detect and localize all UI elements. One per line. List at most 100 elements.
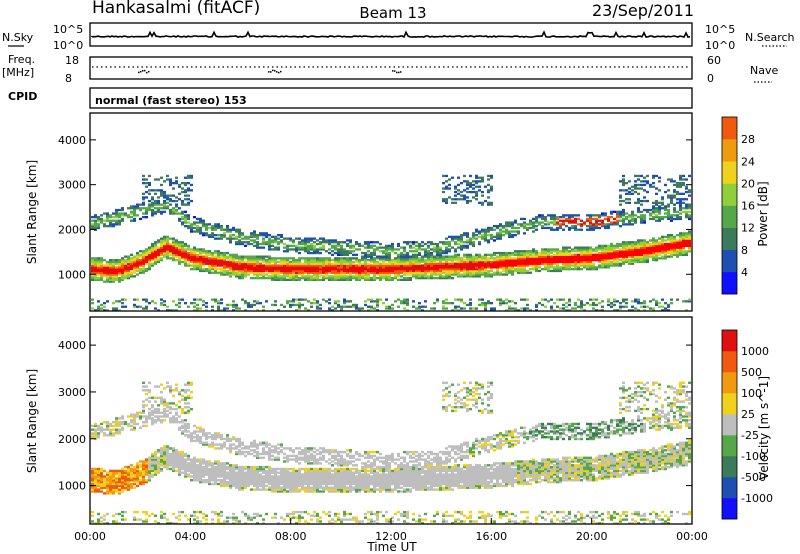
velocity-cell <box>160 469 163 473</box>
power-cell <box>628 187 631 190</box>
power-cell <box>577 246 580 249</box>
power-cell <box>520 250 523 253</box>
power-cell <box>547 253 550 256</box>
power-cell <box>190 302 193 305</box>
velocity-cell <box>175 413 178 416</box>
power-cell <box>199 250 202 253</box>
power-cell <box>220 257 223 260</box>
power-cell <box>319 242 322 246</box>
power-cell <box>601 225 604 228</box>
power-cell <box>322 241 325 244</box>
power-cell <box>454 241 457 244</box>
power-cell <box>172 194 175 197</box>
power-cell <box>406 260 409 264</box>
power-cell <box>298 260 301 264</box>
power-cell <box>676 244 679 247</box>
velocity-cell <box>181 426 184 429</box>
power-cell <box>637 302 640 305</box>
power-cell <box>637 246 640 249</box>
power-cell <box>196 255 199 258</box>
velocity-cell <box>157 417 160 420</box>
power-cell <box>676 216 679 219</box>
power-cell <box>514 264 517 267</box>
power-cell <box>622 182 625 185</box>
power-cell <box>142 253 145 256</box>
power-cell <box>601 260 604 264</box>
power-cell <box>322 259 325 262</box>
power-cell <box>298 278 301 281</box>
power-cell <box>145 305 148 308</box>
power-cell <box>376 264 379 267</box>
power-cell <box>508 251 511 255</box>
velocity-cell <box>94 424 97 428</box>
power-cell <box>268 269 271 273</box>
power-cell <box>478 264 481 267</box>
power-cell <box>580 302 583 305</box>
power-cell <box>598 216 601 219</box>
power-cell <box>484 275 487 278</box>
power-cell <box>529 259 532 262</box>
power-cell <box>403 250 406 253</box>
power-cell <box>316 268 319 271</box>
power-cell <box>241 273 244 276</box>
power-cell <box>670 199 673 203</box>
power-cell <box>637 187 640 190</box>
power-cell <box>406 253 409 256</box>
power-cell <box>277 260 280 264</box>
power-cell <box>556 259 559 262</box>
power-cell <box>151 264 154 267</box>
power-cell <box>247 259 250 262</box>
power-cell <box>142 255 145 258</box>
power-cell <box>436 253 439 256</box>
power-cell <box>175 212 178 215</box>
power-cell <box>328 302 331 305</box>
power-cell <box>355 271 358 274</box>
velocity-cell <box>127 465 130 469</box>
power-cell <box>430 269 433 273</box>
velocity-cell <box>109 432 112 435</box>
power-cell <box>145 248 148 251</box>
power-cell <box>163 244 166 247</box>
power-cell <box>652 298 655 301</box>
power-cell <box>586 228 589 231</box>
power-cell <box>637 244 640 247</box>
power-cell <box>286 264 289 267</box>
power-cell <box>592 225 595 228</box>
power-cell <box>679 246 682 249</box>
velocity-cell <box>127 488 130 491</box>
power-cell <box>130 253 133 256</box>
power-cell <box>199 259 202 262</box>
velocity-cell <box>157 407 160 411</box>
power-cell <box>193 216 196 219</box>
power-cell <box>550 255 553 258</box>
power-cell <box>211 228 214 231</box>
power-cell <box>394 248 397 251</box>
power-cell <box>670 201 673 204</box>
power-cell <box>457 189 460 192</box>
power-cell <box>319 237 322 240</box>
velocity-cell <box>121 480 124 484</box>
power-cell <box>457 192 460 195</box>
power-cell <box>250 234 253 237</box>
power-cell <box>541 214 544 217</box>
power-cell <box>382 255 385 258</box>
velocity-cell <box>154 450 157 454</box>
power-cell <box>661 196 664 199</box>
power-cell <box>373 275 376 278</box>
power-cell <box>475 198 478 201</box>
power-cell <box>346 244 349 247</box>
power-cell <box>640 250 643 253</box>
power-cell <box>166 242 169 246</box>
power-cell <box>460 190 463 194</box>
power-cell <box>646 244 649 247</box>
colorbar-tick-label: 20 <box>741 177 755 190</box>
power-cell <box>460 237 463 240</box>
power-cell <box>211 268 214 271</box>
power-cell <box>184 255 187 258</box>
power-cell <box>358 268 361 271</box>
velocity-cell <box>91 467 94 471</box>
power-cell <box>649 212 652 215</box>
power-cell <box>385 250 388 253</box>
power-cell <box>661 235 664 238</box>
power-cell <box>388 248 391 251</box>
